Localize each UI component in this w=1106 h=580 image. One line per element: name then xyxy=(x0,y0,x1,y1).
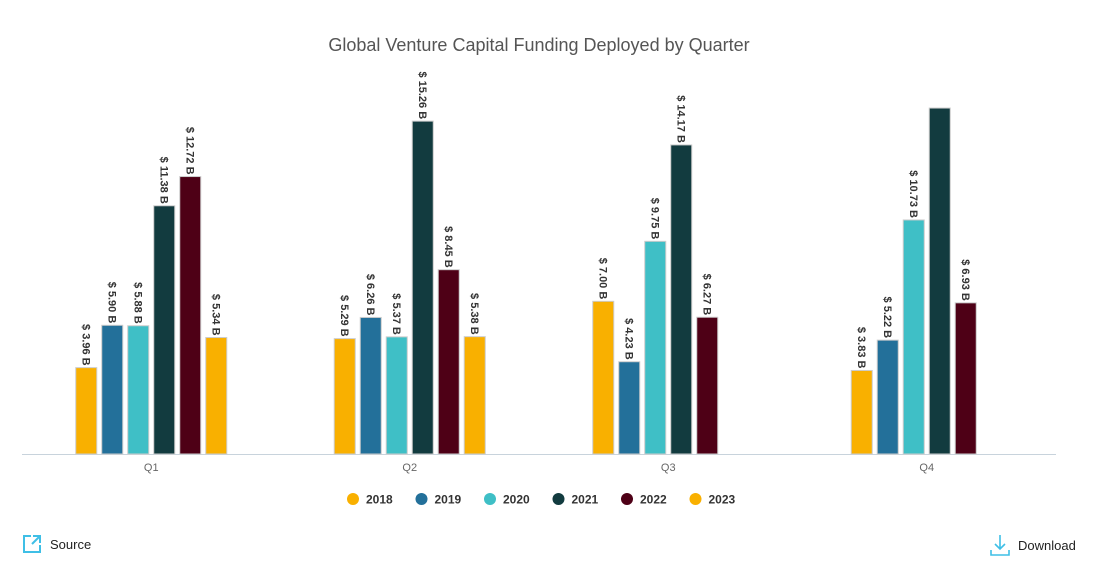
bar-2021-Q2[interactable] xyxy=(411,120,434,455)
bar-2019-Q1[interactable] xyxy=(101,324,124,455)
legend-label: 2021 xyxy=(572,493,599,507)
data-label: $ 9.75 B xyxy=(648,198,660,240)
data-label: $ 11.38 B xyxy=(157,157,169,204)
legend-item-2018[interactable]: 2018 xyxy=(347,493,393,507)
download-label: Download xyxy=(1018,537,1076,553)
data-label: $ 6.26 B xyxy=(364,274,376,316)
data-label: $ 5.22 B xyxy=(881,297,893,339)
bar-2019-Q4[interactable] xyxy=(876,339,899,455)
bar-2022-Q4[interactable] xyxy=(954,302,977,455)
x-tick-label: Q3 xyxy=(661,462,676,474)
x-tick-label: Q1 xyxy=(144,462,159,474)
data-label: $ 12.72 B xyxy=(183,127,195,175)
data-label: $ 8.45 B xyxy=(442,226,454,268)
x-tick-label: Q2 xyxy=(402,462,417,474)
chart-title: Global Venture Capital Funding Deployed … xyxy=(328,35,749,55)
bar-2018-Q4[interactable] xyxy=(850,369,873,455)
source-button[interactable]: Source xyxy=(22,534,91,554)
bar-2018-Q3[interactable] xyxy=(592,300,615,455)
bar-2018-Q2[interactable] xyxy=(333,338,356,455)
legend-marker xyxy=(689,493,702,505)
bar-2020-Q2[interactable] xyxy=(385,336,408,455)
legend-item-2019[interactable]: 2019 xyxy=(415,493,462,507)
legend-item-2022[interactable]: 2022 xyxy=(621,493,667,507)
data-label: $ 5.38 B xyxy=(468,293,480,335)
bar-2023-Q2[interactable] xyxy=(463,336,486,455)
data-label: $ 5.88 B xyxy=(131,282,143,324)
x-tick-label: Q4 xyxy=(919,462,934,474)
legend-marker xyxy=(621,493,633,505)
bar-2021-Q4[interactable] xyxy=(928,107,951,455)
data-label: $ 4.23 B xyxy=(622,318,634,360)
bar-2019-Q3[interactable] xyxy=(618,361,641,455)
data-label: $ 3.96 B xyxy=(79,324,91,366)
bar-2019-Q2[interactable] xyxy=(359,316,382,455)
legend-item-2023[interactable]: 2023 xyxy=(689,493,736,507)
bar-2022-Q1[interactable] xyxy=(179,176,202,455)
bar-2023-Q1[interactable] xyxy=(205,337,228,455)
download-button[interactable]: Download xyxy=(990,534,1076,556)
bar-2020-Q1[interactable] xyxy=(127,325,150,455)
legend-marker xyxy=(484,493,496,505)
data-label: $ 15.26 B xyxy=(416,71,428,119)
bar-2022-Q2[interactable] xyxy=(437,269,460,455)
data-label: $ 10.73 B xyxy=(907,170,919,218)
legend-item-2020[interactable]: 2020 xyxy=(484,493,530,507)
download-icon xyxy=(990,535,1010,556)
legend-marker xyxy=(415,493,428,505)
legend-label: 2022 xyxy=(640,493,667,507)
legend-label: 2019 xyxy=(435,493,462,507)
data-label: $ 6.93 B xyxy=(959,259,971,301)
bar-2018-Q1[interactable] xyxy=(75,367,98,455)
data-label: $ 14.17 B xyxy=(674,95,686,143)
data-label: $ 5.34 B xyxy=(209,294,221,336)
legend-label: 2018 xyxy=(366,493,393,507)
external-link-icon xyxy=(23,535,41,553)
legend-marker xyxy=(347,493,359,505)
source-label: Source xyxy=(50,536,92,552)
data-label: $ 5.37 B xyxy=(390,293,402,335)
bar-2022-Q3[interactable] xyxy=(696,316,719,455)
data-label: $ 5.29 B xyxy=(338,295,350,337)
data-label: $ 5.90 B xyxy=(105,282,117,324)
data-label: $ 3.83 B xyxy=(855,327,867,369)
legend-marker xyxy=(552,493,565,505)
bar-2021-Q3[interactable] xyxy=(670,144,693,455)
legend-item-2021[interactable]: 2021 xyxy=(552,493,599,507)
data-label: $ 7.00 B xyxy=(596,258,608,300)
legend-label: 2020 xyxy=(503,493,530,507)
bar-2020-Q4[interactable] xyxy=(902,219,925,455)
legend-label: 2023 xyxy=(709,493,736,507)
data-label: $ 6.27 B xyxy=(700,274,712,316)
bar-2021-Q1[interactable] xyxy=(153,205,176,455)
bar-2020-Q3[interactable] xyxy=(644,240,667,455)
